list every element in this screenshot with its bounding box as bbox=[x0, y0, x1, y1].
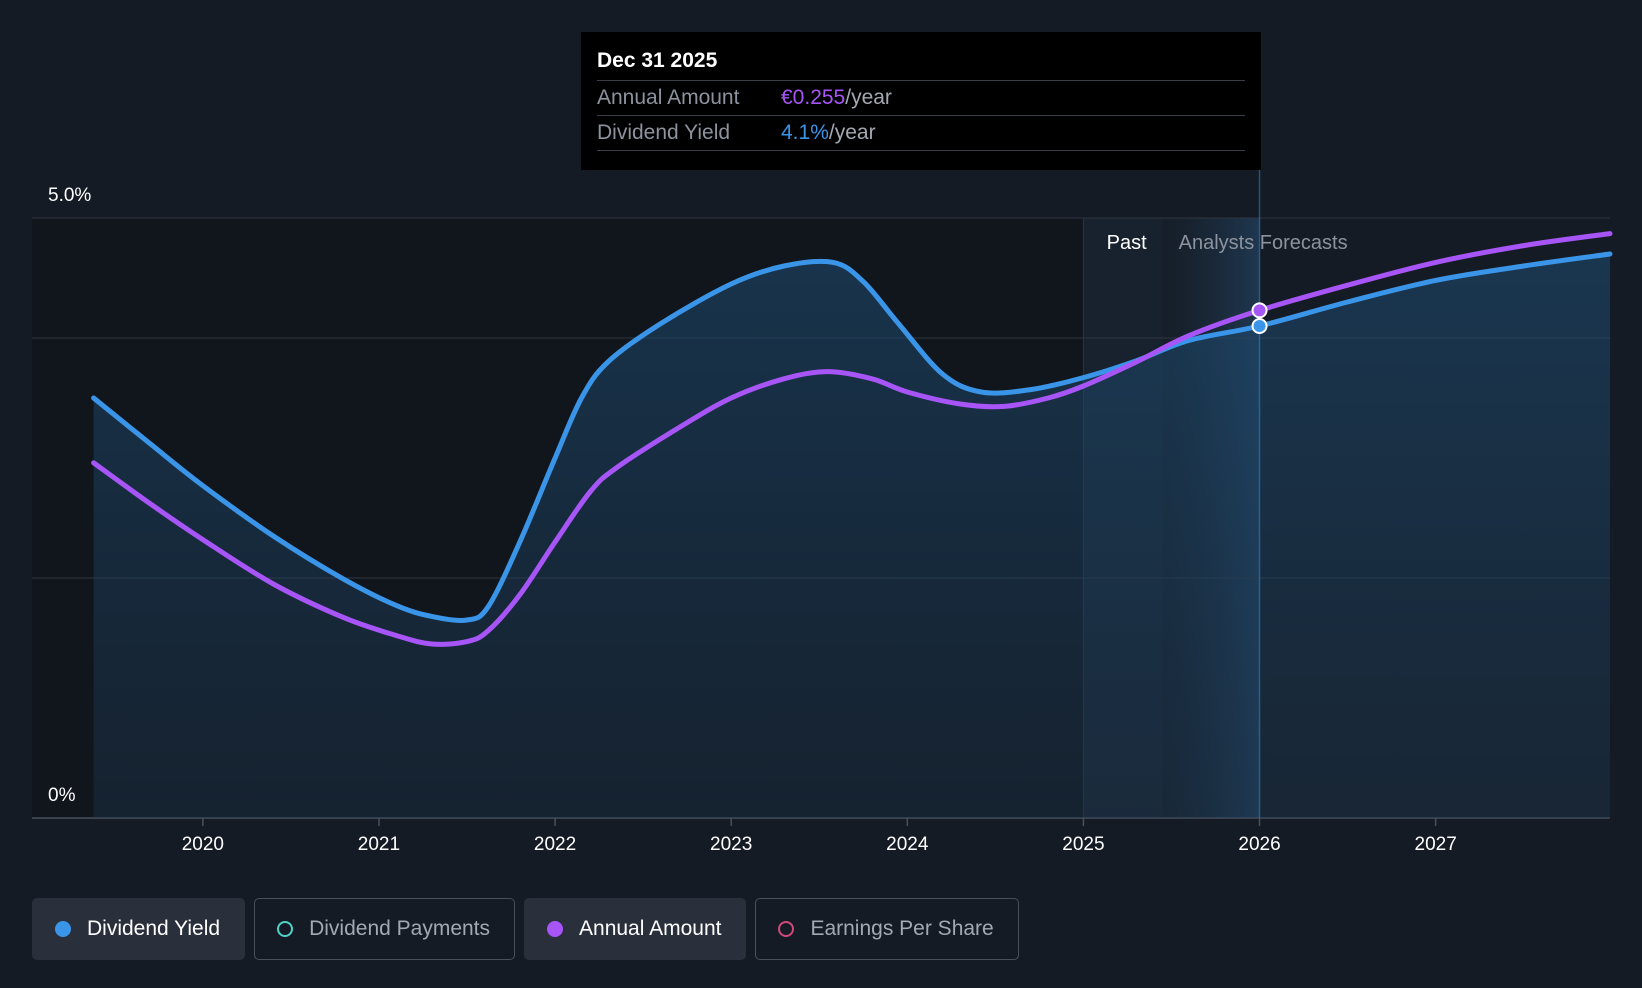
x-tick-label: 2020 bbox=[182, 834, 224, 855]
tooltip-value: €0.255 bbox=[781, 86, 846, 109]
series-line-annual-amount bbox=[91, 231, 1613, 647]
x-tick-label: 2021 bbox=[358, 834, 400, 855]
legend-annual-amount[interactable]: Annual Amount bbox=[524, 898, 747, 960]
forecast-region-label: Analysts Forecasts bbox=[1179, 232, 1348, 254]
tooltip-row-dividend-yield: Dividend Yield 4.1% /year bbox=[597, 115, 1245, 151]
legend-label: Dividend Payments bbox=[309, 917, 491, 940]
tooltip-value: 4.1% bbox=[781, 121, 829, 144]
tooltip-label: Annual Amount bbox=[597, 86, 740, 109]
y-label-top: 5.0% bbox=[48, 185, 91, 206]
dividend-yield-area bbox=[93, 254, 1611, 818]
tooltip-date: Dec 31 2025 bbox=[597, 49, 718, 72]
tooltip-unit: /year bbox=[828, 121, 876, 144]
x-tick-label: 2024 bbox=[886, 834, 929, 855]
legend: Dividend Yield Dividend Payments Annual … bbox=[32, 898, 1019, 960]
legend-label: Earnings Per Share bbox=[810, 917, 994, 940]
x-tick-label: 2022 bbox=[534, 834, 576, 855]
legend-dot-icon bbox=[547, 921, 564, 937]
legend-earnings-per-share[interactable]: Earnings Per Share bbox=[755, 898, 1019, 960]
legend-label: Annual Amount bbox=[579, 917, 722, 940]
x-tick-label: 2027 bbox=[1415, 834, 1457, 855]
legend-dividend-yield[interactable]: Dividend Yield bbox=[32, 898, 246, 960]
tooltip-row-annual-amount: Annual Amount €0.255 /year bbox=[597, 80, 1245, 115]
legend-label: Dividend Yield bbox=[87, 917, 221, 940]
past-region-label: Past bbox=[1107, 232, 1147, 254]
y-label-bottom: 0% bbox=[48, 785, 76, 806]
dividend-chart: 2020 2021 2022 2023 2024 2025 2026 2027 Past An… bbox=[32, 170, 1613, 855]
tooltip-unit: /year bbox=[845, 86, 892, 109]
series-line-dividend-yield bbox=[91, 251, 1613, 623]
highlight-marker-annual-amount bbox=[1251, 302, 1268, 319]
legend-dot-icon bbox=[55, 921, 71, 937]
highlight-marker-dividend-yield bbox=[1251, 318, 1268, 334]
legend-ring-icon bbox=[778, 921, 795, 937]
legend-ring-icon bbox=[277, 921, 294, 937]
x-tick-label: 2023 bbox=[710, 834, 752, 855]
tooltip: Dec 31 2025 Annual Amount €0.255 /year D… bbox=[581, 32, 1261, 170]
legend-dividend-payments[interactable]: Dividend Payments bbox=[254, 898, 516, 960]
tooltip-label: Dividend Yield bbox=[597, 121, 731, 144]
x-tick-label: 2026 bbox=[1238, 834, 1280, 855]
x-tick-label: 2025 bbox=[1062, 834, 1104, 855]
